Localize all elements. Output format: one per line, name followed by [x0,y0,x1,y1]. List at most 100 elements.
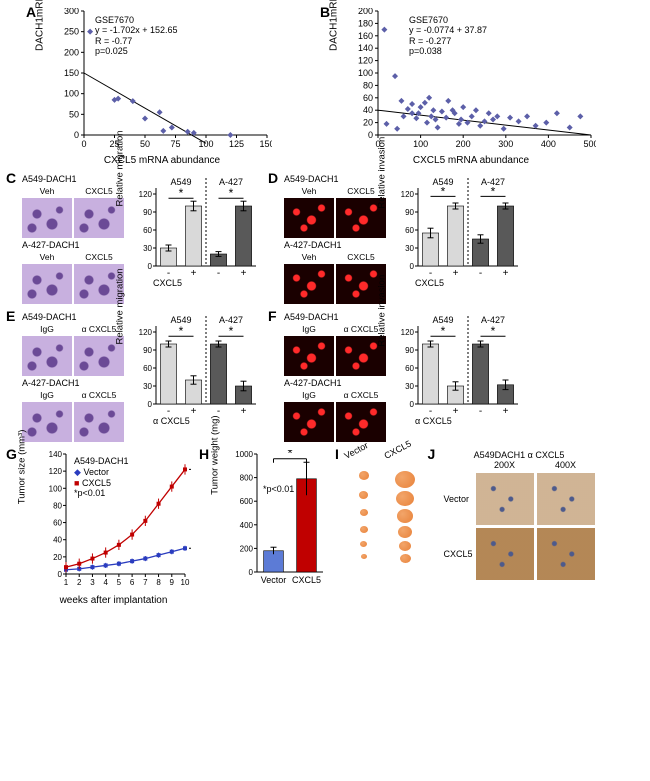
svg-text:160: 160 [358,31,373,41]
svg-text:-: - [479,406,482,417]
svg-text:180: 180 [358,18,373,28]
svg-text:*: * [491,324,496,338]
svg-text:90: 90 [143,346,152,355]
y-axis-label: Relative migration [115,130,126,206]
panel-label: F [268,308,277,324]
micrograph [336,402,386,442]
svg-text:250: 250 [64,27,79,37]
tumor-photo [361,554,367,559]
svg-text:200: 200 [240,544,254,553]
micrograph-grid: A549-DACH1VehCXCL5A-427-DACH1VehCXCL5 [284,174,386,304]
panel-j-title: A549DACH1 α CXCL5 [444,450,595,460]
tumor-photo [399,541,411,551]
svg-text:+: + [241,268,247,279]
panel-j-label: J [428,446,436,462]
magnification-label: 400X [537,460,595,470]
eq-a: y = -1.702x + 152.65 [95,25,178,35]
panel-a-annot: GSE7670 y = -1.702x + 152.65 R = -0.77 p… [94,14,179,57]
micrograph [22,198,72,238]
micrograph [284,198,334,238]
svg-text:40: 40 [53,536,62,545]
p-b: p=0.038 [409,46,487,56]
condition-label: Veh [22,252,72,262]
legend-g: A549-DACH1 ◆ Vector ■ CXCL5 *p<0.01 [74,456,129,499]
eq-b: y = -0.0774 + 37.87 [409,25,487,35]
panel-h-label: H [199,446,209,462]
condition-label: Veh [284,252,334,262]
p-a: p=0.025 [95,46,178,56]
svg-text:+: + [453,406,459,417]
panel-a-label: A [26,4,36,20]
panel-g: G 02040608010012014012345678910* A549-DA… [8,450,191,606]
svg-text:+: + [503,268,509,279]
h-ylabel: Tumor weight (mg) [210,415,221,494]
svg-text:Vector: Vector [261,575,287,585]
svg-text:-: - [217,268,220,279]
svg-text:+: + [241,406,247,417]
cell-line-title: A-427-DACH1 [22,378,124,388]
panel-label: C [6,170,16,186]
svg-text:200: 200 [64,47,79,57]
svg-text:800: 800 [240,474,254,483]
svg-text:*: * [287,450,292,461]
panel-j: J A549DACH1 α CXCL5200X400XVectorCXCL5 [430,450,595,580]
ihc-micrograph [476,528,534,580]
condition-label: CXCL5 [74,252,124,262]
micrograph-grid: A549-DACH1VehCXCL5A-427-DACH1VehCXCL5 [22,174,124,304]
svg-text:400: 400 [240,521,254,530]
bar-chart: 0306090120-+-+A549A-427**CXCL5Relative m… [130,174,260,292]
svg-text:60: 60 [405,226,414,235]
svg-text:100: 100 [49,484,63,493]
svg-text:5: 5 [117,578,122,587]
svg-text:*: * [491,184,496,198]
tumor-photo [360,541,367,547]
svg-text:0: 0 [410,262,415,271]
svg-text:50: 50 [69,109,79,119]
svg-text:50: 50 [140,139,150,149]
svg-text:0: 0 [410,400,415,409]
svg-text:90: 90 [143,208,152,217]
panel-label: E [6,308,15,324]
h-p: *p<0.01 [262,483,295,495]
svg-text:120: 120 [139,328,153,337]
micrograph [22,336,72,376]
svg-text:60: 60 [405,364,414,373]
row-label: Vector [444,494,473,504]
tumor-photo [360,509,368,516]
svg-text:0: 0 [148,400,153,409]
panel-d: DA549-DACH1VehCXCL5A-427-DACH1VehCXCL503… [270,174,522,304]
tumor-col-label: Vector [343,440,374,468]
cell-line-title: A-427-DACH1 [22,240,124,250]
svg-text:CXCL5: CXCL5 [292,575,321,585]
svg-text:60: 60 [143,364,152,373]
svg-text:500: 500 [583,139,596,149]
svg-text:+: + [191,268,197,279]
svg-text:300: 300 [498,139,513,149]
panel-g-label: G [6,446,17,462]
svg-text:200: 200 [456,139,471,149]
micrograph-grid: A549-DACH1IgGα CXCL5A-427-DACH1IgGα CXCL… [284,312,386,442]
svg-text:90: 90 [405,208,414,217]
panel-e: EA549-DACH1IgGα CXCL5A-427-DACH1IgGα CXC… [8,312,260,442]
svg-text:2: 2 [77,578,82,587]
g-leg-2: ■ CXCL5 [74,478,129,489]
svg-text:9: 9 [170,578,175,587]
svg-text:+: + [503,406,509,417]
svg-text:4: 4 [103,578,108,587]
tumor-photo [397,509,413,523]
svg-text:400: 400 [541,139,556,149]
svg-text:0: 0 [74,130,79,140]
svg-text:100: 100 [358,68,373,78]
tumor-photo [400,554,411,563]
svg-text:60: 60 [53,519,62,528]
svg-text:*: * [229,186,234,200]
panel-b-label: B [320,4,330,20]
bar-chart: 0306090120-+-+A549A-427**CXCL5Relative i… [392,174,522,292]
condition-label: IgG [284,324,334,334]
micrograph [74,402,124,442]
svg-text:1000: 1000 [235,450,253,459]
g-p: *p<0.01 [74,488,129,499]
panel-h: H 02004006008001000VectorCXCL5* *p<0.01 … [201,450,327,593]
r-b: R = -0.277 [409,36,487,46]
panel-b-annot: GSE7670 y = -0.0774 + 37.87 R = -0.277 p… [408,14,488,57]
